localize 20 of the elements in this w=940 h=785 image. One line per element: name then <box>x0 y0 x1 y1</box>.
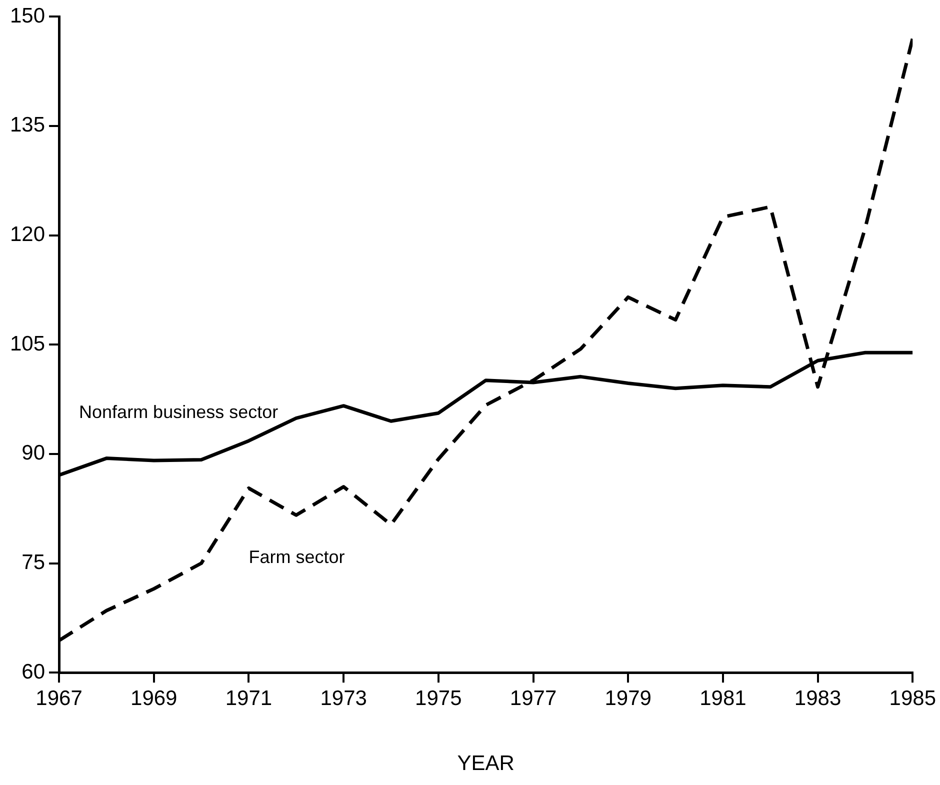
x-axis-title: YEAR <box>457 752 514 776</box>
x-tick-label: 1983 <box>794 686 842 710</box>
x-tick-label: 1981 <box>700 686 746 710</box>
y-tick-label: 120 <box>10 223 46 246</box>
y-tick-label: 60 <box>22 660 46 684</box>
series-label: Farm sector <box>248 547 345 568</box>
y-tick-label: 105 <box>10 332 46 356</box>
y-tick-label: 150 <box>10 4 46 28</box>
y-tick-label: 75 <box>22 551 46 574</box>
series-label: Nonfarm business sector <box>79 402 278 422</box>
y-tick-label: 135 <box>10 114 46 137</box>
x-tick-label: 1971 <box>225 686 272 710</box>
y-tick-label: 90 <box>22 442 46 465</box>
x-tick-label: 1979 <box>604 686 652 710</box>
x-tick-label: 1967 <box>36 686 82 710</box>
x-tick-label: 1985 <box>889 686 936 710</box>
x-tick-label: 1977 <box>510 686 557 710</box>
x-tick-label: 1969 <box>130 686 178 710</box>
x-tick-label: 1975 <box>415 686 462 710</box>
x-tick-label: 1973 <box>320 686 367 710</box>
